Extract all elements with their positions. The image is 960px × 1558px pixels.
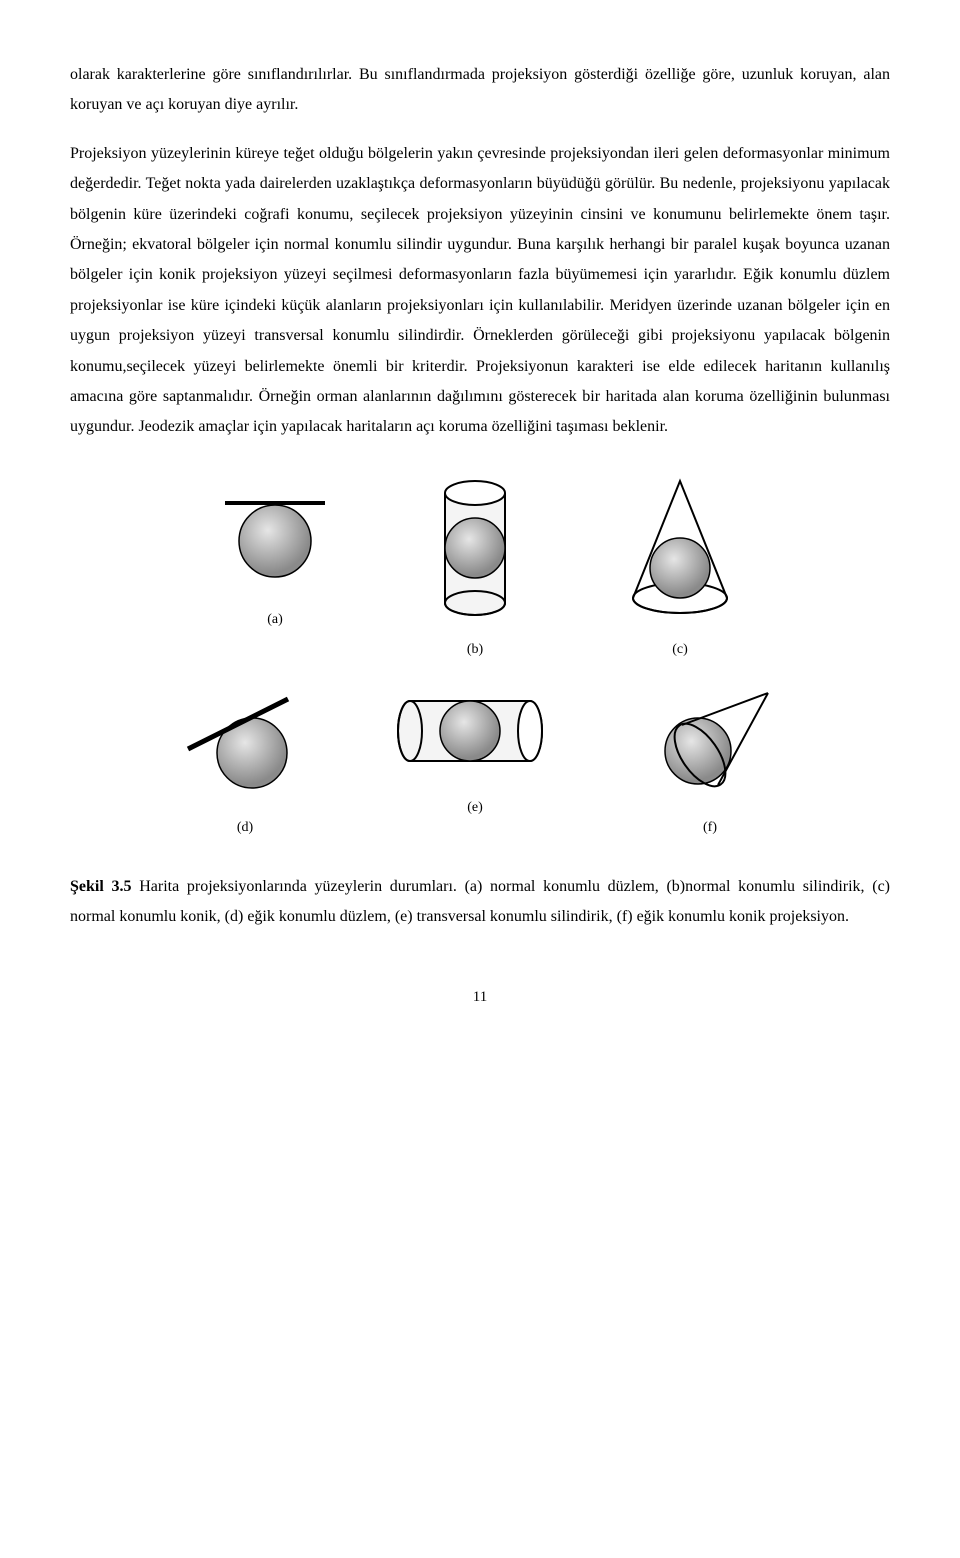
figure-caption-title: Şekil 3.5 xyxy=(70,878,132,895)
figure-b-label: (b) xyxy=(467,637,483,664)
figure-f: (f) xyxy=(640,681,780,842)
figure-e-label: (e) xyxy=(467,795,483,822)
figure-f-svg xyxy=(640,681,780,801)
figure-caption-body: Harita projeksiyonlarında yüzeylerin dur… xyxy=(70,878,890,925)
figure-c: (c) xyxy=(615,473,745,664)
paragraph-2: Projeksiyon yüzeylerinin küreye teğet ol… xyxy=(70,139,890,443)
figure-c-label: (c) xyxy=(672,637,688,664)
figure-b-svg xyxy=(415,473,535,623)
figure-e-svg xyxy=(390,681,560,781)
figure-a: (a) xyxy=(215,473,335,664)
figure-row-bottom: (d) (e) xyxy=(70,681,890,842)
figure-c-svg xyxy=(615,473,745,623)
figure-b: (b) xyxy=(415,473,535,664)
figure-row-top: (a) (b) xyxy=(70,473,890,664)
figure-projection-surfaces: (a) (b) xyxy=(70,473,890,842)
figure-d: (d) xyxy=(180,681,310,842)
page-number: 11 xyxy=(70,983,890,1012)
figure-a-label: (a) xyxy=(267,607,283,634)
figure-f-label: (f) xyxy=(703,815,717,842)
figure-caption: Şekil 3.5 Harita projeksiyonlarında yüze… xyxy=(70,872,890,933)
figure-e: (e) xyxy=(390,681,560,842)
figure-d-label: (d) xyxy=(237,815,253,842)
paragraph-1: olarak karakterlerine göre sınıflandırıl… xyxy=(70,60,890,121)
figure-a-svg xyxy=(215,473,335,593)
figure-d-svg xyxy=(180,681,310,801)
